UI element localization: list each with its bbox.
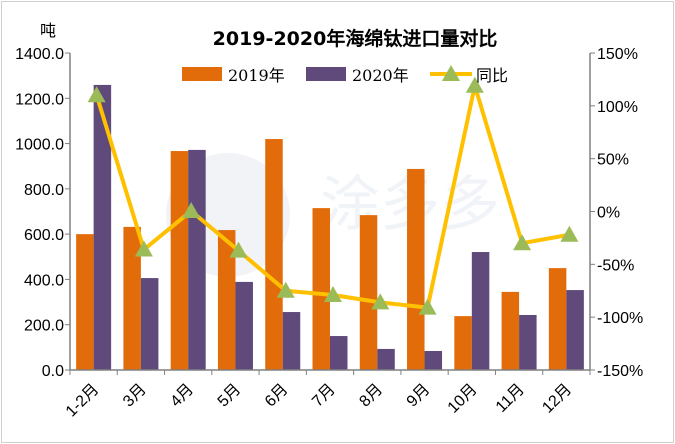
bar-2020年 — [235, 281, 253, 370]
bar-2019年 — [265, 139, 283, 370]
bar-2020年 — [140, 278, 159, 370]
y-tick-label: 1000.0 — [15, 137, 64, 154]
bar-2019年 — [501, 291, 520, 370]
y2-tick-label: 100% — [597, 99, 638, 116]
y-tick-label: 600.0 — [24, 227, 64, 244]
bar-2020年 — [93, 84, 112, 371]
bar-2020年 — [566, 290, 584, 370]
bar-2019年 — [359, 215, 378, 370]
y-tick-label: 1400.0 — [15, 46, 64, 63]
y-tick-label: 0.0 — [42, 363, 64, 380]
y2-tick-label: 0% — [597, 205, 620, 222]
yoy-marker — [560, 225, 579, 242]
legend-swatch — [306, 67, 346, 81]
x-tick-label: 12月 — [539, 381, 575, 417]
legend-item: 同比 — [430, 65, 508, 85]
x-tick-label: 6月 — [262, 381, 292, 411]
y2-tick-label: -100% — [597, 310, 643, 327]
yoy-marker — [276, 281, 295, 298]
x-tick-label: 10月 — [445, 381, 481, 417]
yoy-marker — [229, 241, 248, 258]
legend-swatch — [182, 67, 222, 81]
x-tick-label: 7月 — [309, 381, 339, 411]
yoy-marker — [465, 76, 484, 93]
y2-tick-label: -150% — [597, 363, 643, 380]
bar-2019年 — [312, 208, 330, 370]
bar-2020年 — [188, 149, 206, 370]
yoy-marker — [324, 285, 342, 302]
yoy-marker — [134, 240, 153, 257]
bar-2020年 — [424, 350, 443, 370]
legend-marker — [442, 65, 460, 81]
x-tick-label: 5月 — [215, 381, 245, 411]
bar-2019年 — [454, 316, 472, 370]
y2-tick-label: 150% — [597, 46, 638, 63]
x-tick-label: 11月 — [493, 381, 528, 416]
legend-label: 同比 — [476, 66, 508, 85]
y-tick-label: 400.0 — [24, 272, 64, 289]
bar-2020年 — [471, 252, 490, 370]
bar-2019年 — [170, 151, 189, 370]
y2-tick-label: -50% — [597, 257, 634, 274]
yoy-marker — [371, 293, 390, 310]
legend-label: 2020年 — [352, 66, 409, 85]
bar-2019年 — [123, 226, 141, 370]
x-tick-label: 1-2月 — [63, 381, 103, 421]
y-tick-label: 1200.0 — [15, 91, 64, 108]
bar-2019年 — [76, 234, 94, 370]
legend-item: 2019年 — [182, 66, 285, 85]
bar-2020年 — [282, 312, 301, 370]
legend-label: 2019年 — [228, 66, 285, 85]
bar-2020年 — [330, 336, 348, 370]
bar-2020年 — [377, 348, 395, 370]
yoy-marker — [418, 298, 437, 315]
y-tick-label: 200.0 — [24, 318, 64, 335]
chart-title: 2019-2020年海绵钛进口量对比 — [213, 27, 498, 50]
yoy-marker — [182, 201, 201, 218]
yoy-marker — [513, 234, 532, 251]
bar-2019年 — [548, 268, 567, 370]
y-tick-label: 800.0 — [24, 182, 64, 199]
x-tick-label: 9月 — [404, 381, 434, 411]
y2-tick-label: 50% — [597, 152, 629, 169]
x-tick-label: 3月 — [120, 381, 150, 411]
legend-item: 2020年 — [306, 66, 409, 85]
x-tick-label: 4月 — [167, 381, 197, 411]
x-tick-label: 8月 — [356, 381, 386, 411]
yoy-marker — [87, 86, 106, 103]
bar-2019年 — [407, 168, 425, 370]
bar-2020年 — [519, 314, 537, 370]
watermark: 涂多多 — [166, 153, 500, 277]
y-axis-unit-label: 吨 — [40, 22, 56, 40]
bar-2019年 — [217, 230, 236, 370]
